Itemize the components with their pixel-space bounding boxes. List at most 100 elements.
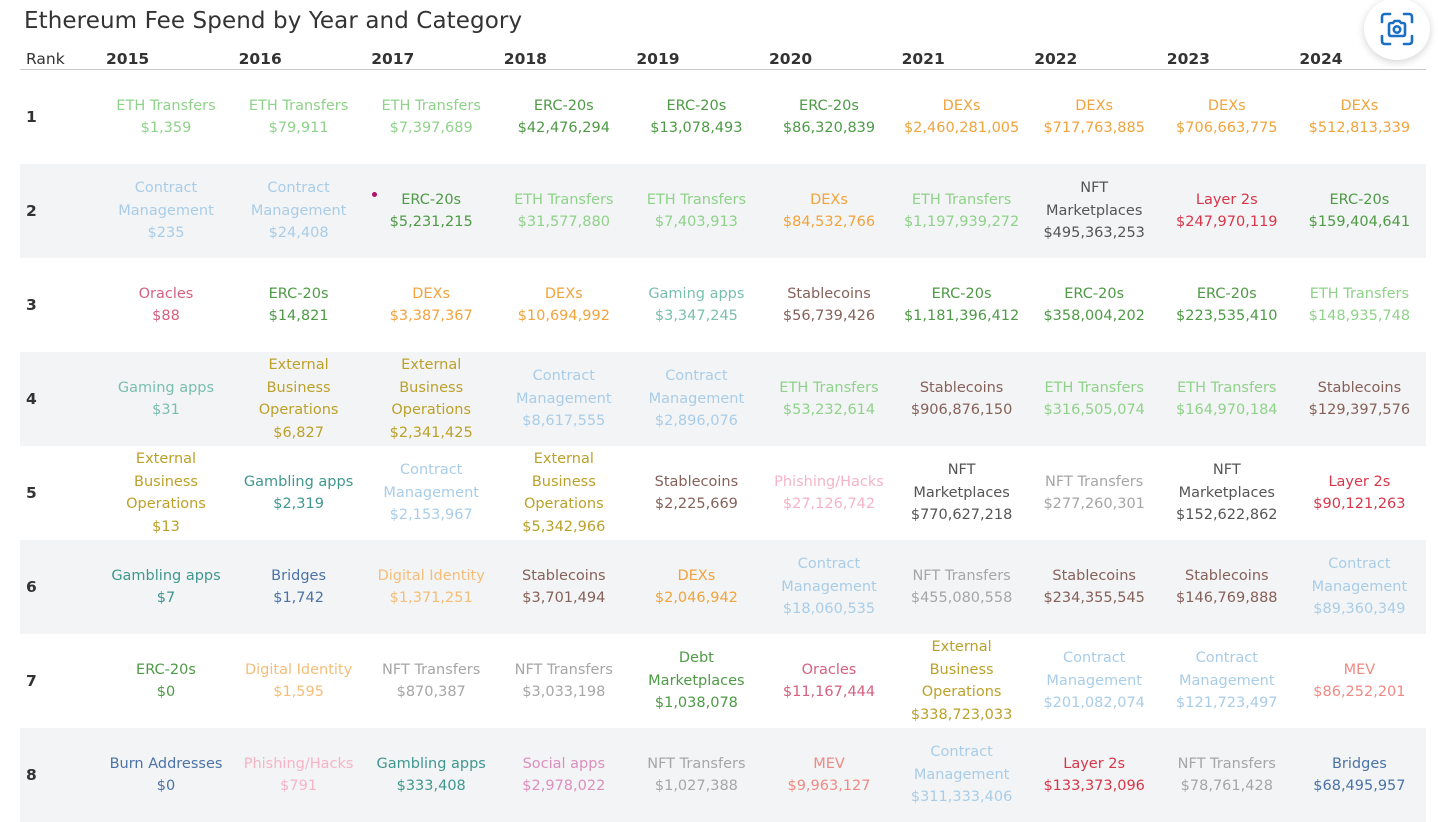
table-cell: MEV $9,963,127 <box>763 728 895 822</box>
table-cell: Gambling apps $7 <box>100 540 232 634</box>
fee-value: $53,232,614 <box>782 402 876 418</box>
category-label: NFT Transfers <box>1045 473 1144 490</box>
category-label: ETH Transfers <box>1044 379 1144 396</box>
fee-value: $1,595 <box>273 684 324 700</box>
fee-value: $201,082,074 <box>1043 695 1145 712</box>
table-cell: External Business Operations $2,341,425 <box>365 352 497 446</box>
category-label: NFT Transfers <box>514 661 613 678</box>
fee-value: $129,397,576 <box>1308 402 1411 418</box>
fee-value: $152,622,862 <box>1176 507 1278 524</box>
table-cell: Stablecoins $906,876,150 <box>896 352 1028 446</box>
table-cell: MEV $86,252,201 <box>1293 634 1425 728</box>
table-cell: NFT Transfers $3,033,198 <box>498 634 630 728</box>
table-row: 7 ERC-20s $0 Digital Identity $1,595 NFT Tran… <box>20 634 1426 728</box>
fee-value: $8,617,555 <box>522 413 606 430</box>
rank-label: 3 <box>26 296 37 314</box>
category-label: Social apps <box>522 755 606 772</box>
year-header-2015: 2015 <box>106 50 150 68</box>
table-cell: ERC-20s $14,821 <box>233 258 365 352</box>
fee-value: $68,495,957 <box>1313 778 1406 794</box>
rank-label: 4 <box>26 390 37 408</box>
category-label: Contract Management <box>118 180 214 219</box>
fee-value: $277,260,301 <box>1043 496 1145 512</box>
category-label: Contract Management <box>913 744 1010 783</box>
category-label: External Business Operations <box>391 357 472 418</box>
table-cell: ERC-20s $223,535,410 <box>1161 258 1293 352</box>
table-cell: ETH Transfers $1,197,939,272 <box>896 164 1028 258</box>
fee-value: $56,739,426 <box>782 308 876 324</box>
category-label: Gaming apps <box>648 285 745 302</box>
fee-value: $2,319 <box>273 496 324 512</box>
fee-value: $870,387 <box>396 684 466 700</box>
fee-value: $86,320,839 <box>782 120 876 136</box>
year-header-2023: 2023 <box>1166 50 1210 68</box>
fee-value: $1,181,396,412 <box>903 308 1020 324</box>
table-cell: Layer 2s $90,121,263 <box>1293 446 1425 540</box>
table-cell: Contract Management $2,896,076 <box>630 352 762 446</box>
category-label: Contract Management <box>1179 650 1275 689</box>
category-label: ETH Transfers <box>381 97 481 114</box>
fee-value: $88 <box>152 308 180 324</box>
table-cell: NFT Marketplaces $152,622,862 <box>1161 446 1293 540</box>
category-label: Oracles <box>138 285 194 302</box>
category-label: Layer 2s <box>1195 191 1258 208</box>
category-label: ERC-20s <box>136 661 196 678</box>
table-cell: ETH Transfers $1,359 <box>100 70 232 164</box>
fee-value: $906,876,150 <box>910 402 1013 418</box>
category-label: ETH Transfers <box>1309 285 1410 302</box>
fee-value: $159,404,641 <box>1308 214 1411 230</box>
table-cell: Bridges $68,495,957 <box>1293 728 1425 822</box>
category-label: ERC-20s <box>1196 285 1257 302</box>
category-label: DEXs <box>412 285 451 302</box>
table-cell: Contract Management $311,333,406 <box>896 728 1028 822</box>
year-header-2021: 2021 <box>901 50 945 68</box>
table-cell: ETH Transfers $316,505,074 <box>1028 352 1160 446</box>
table-cell: ERC-20s $0 <box>100 634 232 728</box>
fee-value: $79,911 <box>268 120 329 136</box>
table-cell: NFT Transfers $870,387 <box>365 634 497 728</box>
fee-value: $2,153,967 <box>389 507 473 524</box>
fee-value: $24,408 <box>268 225 329 242</box>
rank-label: 2 <box>26 202 37 220</box>
table-cell: ERC-20s $86,320,839 <box>763 70 895 164</box>
category-label: External Business Operations <box>126 451 206 512</box>
table-row: 6 Gambling apps $7 Bridges $1,742 Digital Ide… <box>20 540 1426 634</box>
table-cell: Stablecoins $234,355,545 <box>1028 540 1160 634</box>
fee-value: $133,373,096 <box>1043 778 1145 794</box>
table-cell: Contract Management $8,617,555 <box>498 352 630 446</box>
table-cell: NFT Transfers $277,260,301 <box>1028 446 1160 540</box>
fee-value: $148,935,748 <box>1308 308 1411 324</box>
category-label: Stablecoins <box>654 473 739 490</box>
fee-value: $86,252,201 <box>1313 684 1406 700</box>
screenshot-button[interactable] <box>1364 0 1430 60</box>
table-cell: Gaming apps $31 <box>100 352 232 446</box>
category-label: Contract Management <box>383 462 479 501</box>
fee-value: $6,827 <box>273 424 324 441</box>
category-label: ERC-20s <box>799 97 859 114</box>
category-label: NFT Transfers <box>647 755 746 772</box>
fee-value: $3,033,198 <box>522 684 606 700</box>
fee-value: $31 <box>152 402 180 418</box>
table-cell: DEXs $2,460,281,005 <box>896 70 1028 164</box>
category-label: Oracles <box>801 661 857 678</box>
fee-value: $311,333,406 <box>910 789 1013 806</box>
table-cell: DEXs $84,532,766 <box>763 164 895 258</box>
fee-value: $3,701,494 <box>522 590 606 606</box>
table-cell: ERC-20s $159,404,641 <box>1293 164 1425 258</box>
table-cell: Gambling apps $333,408 <box>365 728 497 822</box>
table-row: 5 External Business Operations $13 Gambling… <box>20 446 1426 540</box>
table-row: 1 ETH Transfers $1,359 ETH Transfers $79,911… <box>20 70 1426 164</box>
category-label: DEXs <box>942 97 981 114</box>
fee-value: $234,355,545 <box>1043 590 1145 606</box>
table-cell: ERC-20s $5,231,215 <box>365 164 497 258</box>
fee-value: $706,663,775 <box>1176 120 1278 136</box>
table-cell: ETH Transfers $7,397,689 <box>365 70 497 164</box>
category-label: Gaming apps <box>117 379 215 396</box>
fee-value: $235 <box>147 225 185 242</box>
category-label: Layer 2s <box>1063 755 1126 772</box>
table-cell: ETH Transfers $53,232,614 <box>763 352 895 446</box>
category-label: DEXs <box>1340 97 1379 114</box>
category-label: NFT Transfers <box>912 567 1011 584</box>
table-cell: Oracles $88 <box>100 258 232 352</box>
category-label: Burn Addresses <box>109 755 223 772</box>
